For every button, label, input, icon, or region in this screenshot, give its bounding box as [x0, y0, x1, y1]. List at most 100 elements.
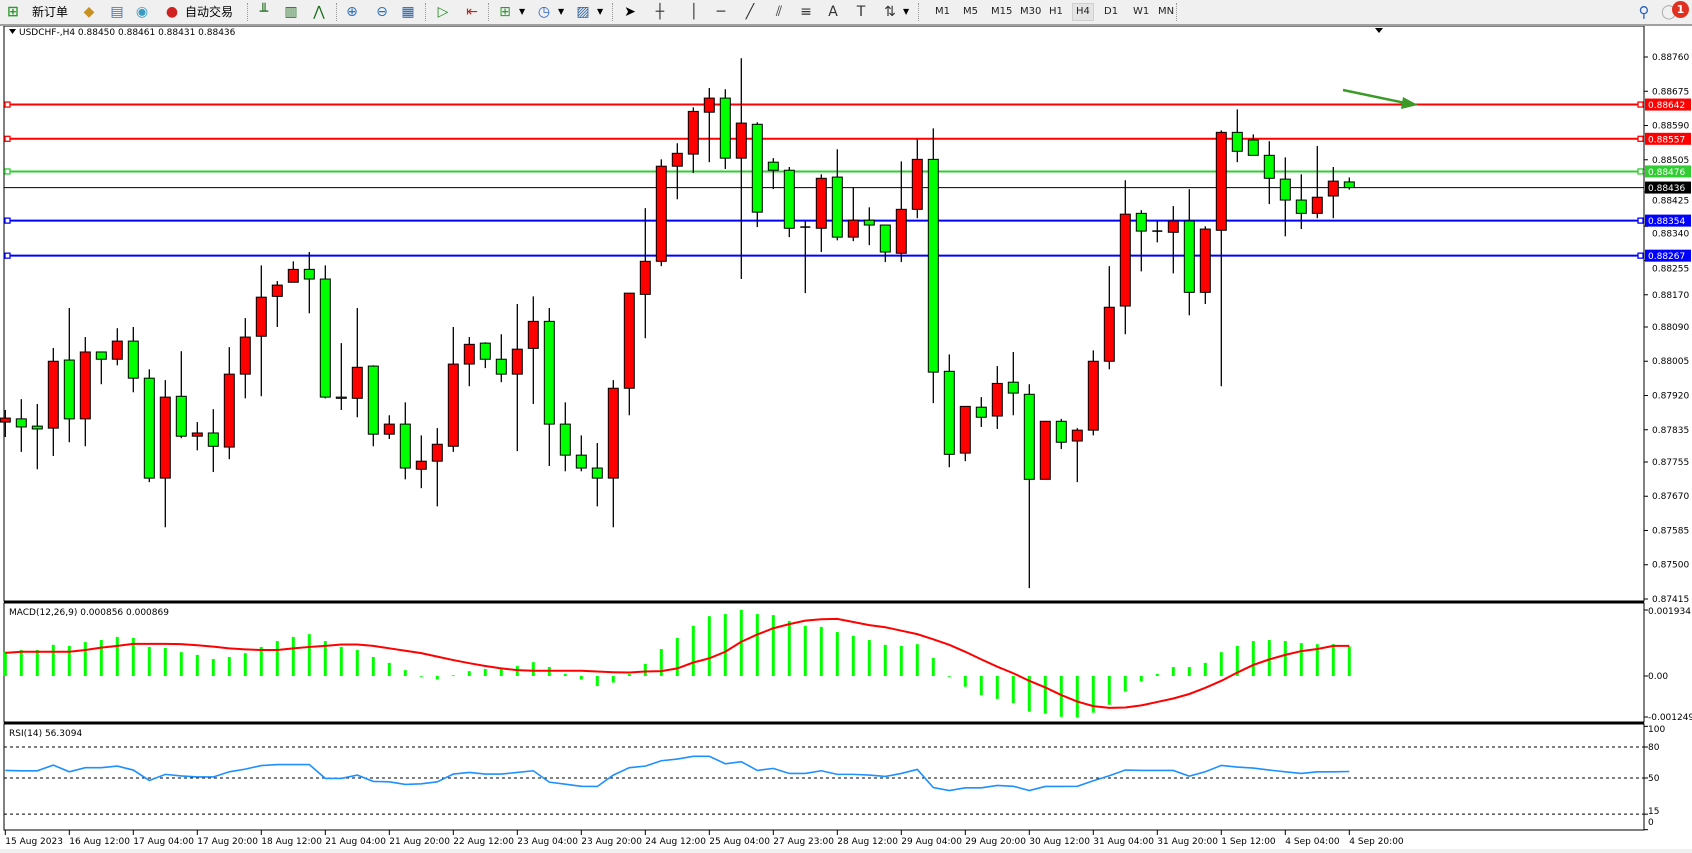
candle — [1263, 141, 1275, 205]
navigator-icon[interactable]: ▤ — [110, 4, 124, 20]
candle — [671, 143, 683, 200]
periods-icon[interactable]: ◷ — [537, 4, 551, 20]
line-chart-icon[interactable]: ⋀ — [313, 4, 325, 20]
templates-icon[interactable]: ▨ — [576, 4, 590, 20]
indicators-icon[interactable]: ⊞ — [499, 4, 511, 20]
trendline-icon[interactable]: ╱ — [745, 4, 755, 20]
text-icon[interactable]: A — [828, 4, 838, 20]
cursor-icon[interactable]: ➤ — [624, 4, 636, 20]
chart-shift-marker-icon — [1375, 28, 1383, 33]
chevron-down-icon[interactable]: ▼ — [558, 7, 565, 16]
candle-body — [735, 122, 747, 159]
candle-body — [623, 292, 635, 389]
crosshair-icon[interactable]: ┼ — [655, 4, 665, 20]
timeframe-m15[interactable]: M15 — [991, 6, 1013, 17]
chart-header: USDCHF-,H4 0.88450 0.88461 0.88431 0.884… — [19, 28, 236, 38]
time-tick-label: 4 Sep 04:00 — [1285, 837, 1340, 847]
candle-body — [831, 176, 843, 238]
macd-signal-line — [5, 617, 1350, 709]
candle-body — [783, 169, 795, 229]
timeframe-h4[interactable]: H4 — [1072, 3, 1094, 21]
candle — [1039, 420, 1051, 480]
text-label-icon[interactable]: T — [856, 4, 866, 20]
zoom-out-icon[interactable]: ⊖ — [376, 4, 388, 20]
timeframe-mn[interactable]: MN — [1158, 6, 1175, 17]
new-order-button[interactable]: 新订单 — [32, 5, 69, 19]
horizontal-line-icon[interactable]: ─ — [716, 4, 726, 20]
rsi-tick-label: 15 — [1648, 807, 1659, 817]
macd-histogram-bar — [531, 662, 535, 676]
candle-body — [559, 423, 571, 456]
candle-body — [751, 123, 763, 213]
candle-body — [911, 158, 923, 210]
candle — [847, 187, 859, 242]
macd-histogram-bar — [1171, 667, 1175, 676]
equidistant-channel-icon[interactable]: ⫽ — [775, 4, 783, 20]
candle — [0, 410, 11, 438]
candlestick-icon[interactable]: ▥ — [284, 4, 298, 20]
candle-body — [15, 418, 27, 428]
macd-histogram-bar — [163, 647, 167, 676]
price-level-label: 0.88557 — [1648, 135, 1685, 145]
price-tick-label: 0.87585 — [1652, 526, 1689, 536]
chart-shift-icon[interactable]: ▷ — [437, 4, 449, 20]
timeframe-h1[interactable]: H1 — [1049, 6, 1063, 17]
candle-body — [1215, 131, 1227, 231]
candle-body — [191, 432, 203, 437]
candle-body — [1055, 420, 1067, 443]
chevron-down-icon[interactable]: ▼ — [519, 7, 526, 16]
candle — [1215, 130, 1227, 387]
macd-histogram-bar — [819, 626, 823, 676]
candle — [1311, 146, 1323, 219]
notification-badge[interactable]: 1 — [1672, 1, 1689, 18]
timeframe-d1[interactable]: D1 — [1104, 6, 1119, 17]
macd-histogram-bar — [83, 642, 87, 676]
price-tick-label: 0.87670 — [1652, 492, 1689, 502]
timeframe-m5[interactable]: M5 — [963, 6, 978, 17]
candle-body — [303, 268, 315, 280]
auto-trading-button[interactable]: 自动交易 — [185, 5, 234, 19]
candle-body — [1087, 360, 1099, 431]
candle — [319, 265, 331, 399]
chevron-down-icon[interactable]: ▼ — [903, 7, 910, 16]
candle — [687, 107, 699, 174]
candle-body — [1071, 429, 1083, 442]
candle-body — [319, 278, 331, 398]
price-tick-label: 0.87415 — [1652, 595, 1689, 605]
timeframe-m30[interactable]: M30 — [1020, 6, 1042, 17]
fibonacci-icon[interactable]: ≡ — [800, 4, 812, 20]
macd-histogram-bar — [1091, 676, 1095, 713]
candle-body — [703, 97, 715, 113]
macd-histogram-bar — [867, 640, 871, 676]
macd-histogram-bar — [579, 676, 583, 680]
market-watch-icon[interactable]: ◆ — [83, 4, 95, 20]
separator — [918, 3, 920, 21]
bar-chart-icon[interactable]: ╨ — [259, 4, 269, 20]
new-order-icon[interactable]: ⊞ — [7, 4, 19, 20]
macd-histogram-bar — [147, 646, 151, 676]
zoom-in-icon[interactable]: ⊕ — [346, 4, 358, 20]
timeframe-m1[interactable]: M1 — [935, 6, 950, 17]
candle — [943, 354, 955, 468]
autoscroll-icon[interactable]: ⇤ — [466, 4, 478, 20]
macd-tick-label: -0.001249 — [1648, 713, 1692, 723]
macd-histogram-bar — [1043, 676, 1047, 714]
line-handle — [1637, 252, 1644, 259]
candle — [815, 174, 827, 253]
macd-histogram-bar — [1187, 667, 1191, 676]
price-tick-label: 0.88425 — [1652, 197, 1689, 207]
time-tick-label: 31 Aug 04:00 — [1093, 837, 1154, 847]
signals-icon[interactable]: ◉ — [135, 4, 149, 20]
vertical-line-icon[interactable]: │ — [689, 4, 699, 20]
auto-trading-icon[interactable]: ● — [165, 4, 179, 20]
search-icon[interactable]: ⚲ — [1638, 3, 1650, 21]
arrows-icon[interactable]: ⇅ — [884, 4, 896, 20]
tile-windows-icon[interactable]: ▦ — [401, 4, 415, 20]
macd-histogram-bar — [659, 649, 663, 676]
chevron-down-icon[interactable]: ▼ — [597, 7, 604, 16]
candle-body — [879, 224, 891, 253]
macd-histogram-bar — [1059, 676, 1063, 717]
candle — [303, 252, 315, 314]
timeframe-w1[interactable]: W1 — [1133, 6, 1150, 17]
